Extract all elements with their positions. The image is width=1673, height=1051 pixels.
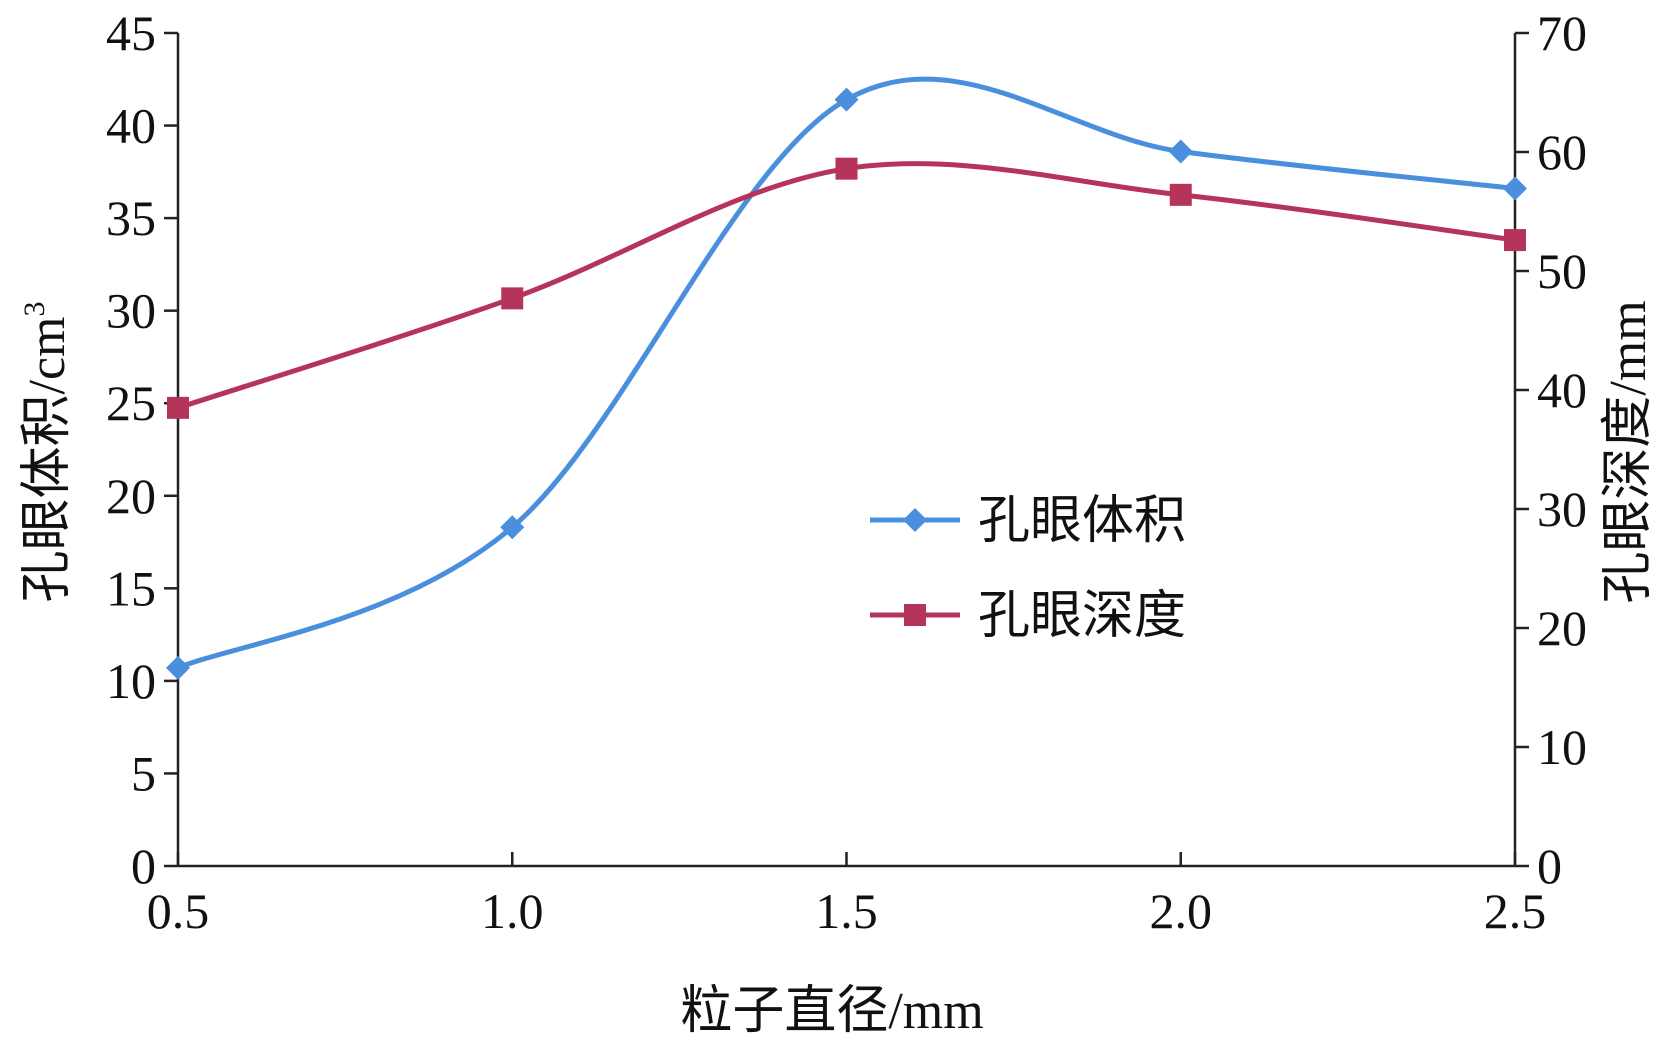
y-right-tick-label: 10: [1537, 719, 1587, 775]
y-left-tick-label: 20: [106, 468, 156, 524]
legend-item-2: 孔眼深度: [870, 588, 1186, 645]
legend-item-1: 孔眼体积: [870, 493, 1186, 550]
series-line: [177, 76, 1516, 671]
legend-marker-square: [904, 604, 926, 626]
y-right-tick-label: 50: [1537, 243, 1587, 299]
data-point-square: [501, 287, 524, 310]
y-right-tick-label: 60: [1537, 124, 1587, 180]
y-left-tick-label: 5: [131, 745, 156, 801]
y-left-axis-title-group: 孔眼体积/cm3: [18, 302, 76, 603]
data-point-square: [1169, 183, 1192, 206]
y-left-tick-label: 35: [106, 190, 156, 246]
x-tick-label: 1.5: [815, 883, 878, 939]
legend-marker-diamond: [903, 508, 927, 532]
x-tick-label: 2.5: [1484, 883, 1547, 939]
x-tick-label: 1.0: [481, 883, 544, 939]
y-right-tick-label: 70: [1537, 5, 1587, 61]
x-tick-label: 0.5: [147, 883, 210, 939]
y-left-tick-label: 0: [131, 838, 156, 894]
y-right-axis-title: 孔眼深度/mm: [1600, 300, 1657, 603]
data-point-diamond: [166, 655, 190, 680]
y-left-tick-label: 40: [106, 98, 156, 154]
y-left-tick-label: 25: [106, 375, 156, 431]
y-right-axis-title-group: 孔眼深度/mm: [1600, 300, 1657, 603]
y-right-tick-label: 30: [1537, 481, 1587, 537]
y-left-axis-title-main: 孔眼体积/cm: [19, 317, 76, 603]
y-left-tick-label: 10: [106, 653, 156, 709]
axes: [164, 31, 1529, 868]
y-left-axis-title: 孔眼体积/cm3: [18, 302, 76, 603]
data-point-square: [1504, 229, 1526, 252]
y-right-tick-label: 40: [1537, 362, 1587, 418]
data-point-diamond: [1503, 176, 1527, 201]
legend-label: 孔眼体积: [978, 493, 1186, 550]
data-point-diamond: [834, 87, 859, 112]
series-line: [177, 161, 1516, 411]
data-point-diamond: [1168, 139, 1193, 164]
series-2: [167, 157, 1526, 419]
x-tick-label: 2.0: [1150, 883, 1213, 939]
y-left-axis-title-superscript: 3: [18, 302, 51, 317]
series-1: [166, 76, 1527, 680]
y-left-tick-label: 15: [106, 560, 156, 616]
series: [166, 76, 1527, 680]
y-left-tick-label: 45: [106, 5, 156, 61]
y-right-tick-label: 20: [1537, 600, 1587, 656]
tick-labels: 0 5 10 15 20 25 30 35 40 45 0 10 20 30 40 50 60 70 0.5 1.0 1…: [106, 5, 1587, 939]
y-right-tick-label: 0: [1537, 838, 1562, 894]
y-left-tick-label: 30: [106, 283, 156, 339]
x-axis-title: 粒子直径/mm: [680, 983, 983, 1040]
data-point-diamond: [500, 515, 525, 540]
data-point-square: [167, 396, 189, 419]
data-point-square: [835, 157, 858, 180]
legend-label: 孔眼深度: [978, 588, 1186, 645]
